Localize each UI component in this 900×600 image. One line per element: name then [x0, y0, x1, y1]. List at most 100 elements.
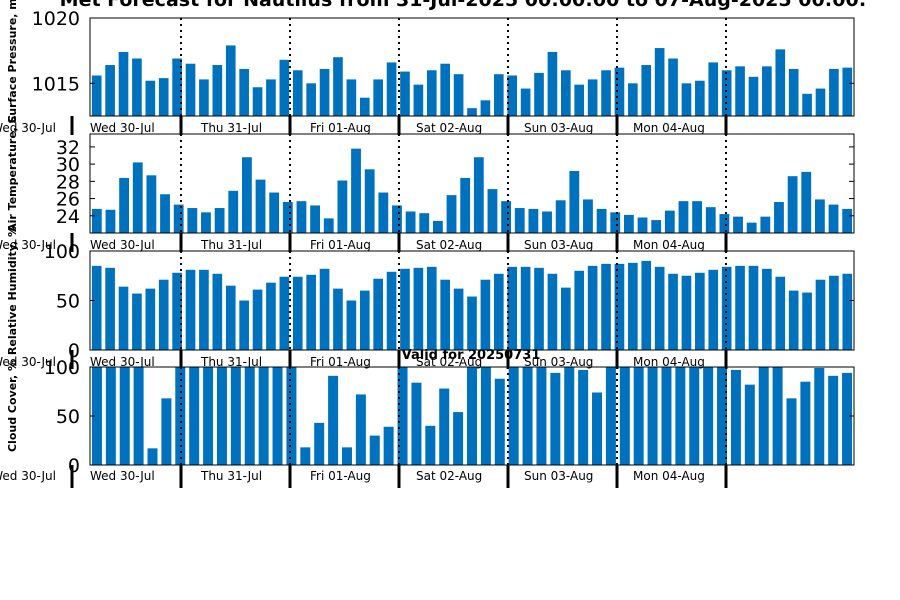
bar: [815, 88, 826, 116]
bar: [772, 367, 783, 465]
bar: [583, 199, 593, 233]
bar: [383, 426, 394, 465]
bar: [105, 209, 116, 233]
x-tick-label: Fri 01-Aug: [310, 121, 371, 135]
bar: [762, 66, 772, 116]
bar: [786, 398, 797, 465]
bar: [842, 67, 853, 116]
bar: [719, 214, 730, 233]
bar: [802, 292, 812, 350]
bar: [214, 208, 225, 233]
bar: [244, 367, 255, 465]
bar: [258, 367, 269, 465]
bar: [460, 177, 471, 233]
bar: [252, 87, 263, 116]
y-axis-label: Air Temperature, C: [6, 115, 19, 232]
bar: [520, 88, 531, 116]
bar: [534, 267, 544, 350]
bar: [310, 205, 321, 233]
x-tick-label: Sun 03-Aug: [524, 121, 593, 135]
x-tick-label: Wed 30-Jul: [0, 469, 56, 483]
bar: [105, 267, 115, 350]
bar: [432, 220, 443, 233]
bar: [774, 202, 784, 233]
bar: [555, 200, 566, 233]
x-tick-label: Thu 31-Jul: [200, 238, 262, 252]
bar: [319, 268, 330, 350]
x-tick-label: Mon 04-Aug: [633, 355, 705, 369]
bar: [689, 367, 700, 465]
y-tick-label: 1015: [32, 73, 80, 95]
bar: [829, 275, 839, 350]
bar: [661, 367, 672, 465]
y-tick-label: 30: [56, 154, 80, 176]
bar: [400, 268, 410, 350]
bar: [561, 70, 571, 116]
bar: [369, 435, 380, 465]
x-tick-label: Wed 30-Jul: [90, 355, 155, 369]
bar: [359, 290, 370, 350]
y-tick-label: 32: [56, 137, 80, 159]
bar: [493, 74, 504, 116]
bar: [654, 48, 665, 116]
bar: [744, 384, 755, 465]
bar: [426, 70, 437, 116]
bar: [814, 199, 825, 233]
bar: [574, 270, 585, 350]
bar: [373, 278, 383, 350]
bar: [160, 194, 170, 233]
bar: [199, 269, 209, 350]
bar: [346, 300, 357, 350]
bar: [651, 220, 662, 233]
y-tick-label: 100: [44, 241, 80, 263]
bar: [282, 202, 293, 233]
bar: [400, 71, 410, 116]
bar: [255, 179, 266, 233]
bar: [212, 273, 223, 350]
x-tick-label: Fri 01-Aug: [310, 238, 371, 252]
bar: [675, 367, 686, 465]
bar: [508, 367, 519, 465]
bar: [708, 62, 719, 116]
bar: [91, 75, 102, 116]
bar: [446, 195, 457, 233]
bar: [664, 210, 675, 233]
bar: [323, 218, 334, 233]
x-tick-label: Sat 02-Aug: [416, 355, 482, 369]
bar: [494, 378, 505, 465]
bar: [814, 367, 825, 465]
bar: [158, 279, 169, 350]
bar: [735, 66, 745, 116]
bar: [587, 79, 598, 116]
chart-panel-1: 1015 1020 Wed 30-Jul Wed 30-Jul Thu 31-Jul Fr…: [0, 0, 855, 135]
bar: [760, 216, 771, 233]
bar: [787, 176, 798, 233]
bar: [118, 286, 129, 350]
bar: [681, 83, 692, 116]
bar: [333, 57, 343, 116]
bar: [132, 58, 142, 116]
chart-panels: 1015 1020 Wed 30-Jul Wed 30-Jul Thu 31-Jul Fr…: [0, 0, 855, 488]
x-tick-label: Thu 31-Jul: [200, 469, 262, 483]
bar: [351, 148, 361, 233]
bar: [730, 369, 741, 465]
bar: [272, 367, 283, 465]
y-tick-label: 50: [56, 406, 80, 428]
bar: [378, 192, 389, 233]
bar: [147, 448, 158, 465]
bar: [241, 157, 252, 233]
bar: [426, 266, 437, 350]
bar: [172, 58, 182, 116]
bar: [185, 63, 196, 116]
bar: [413, 267, 424, 350]
bar: [425, 425, 436, 465]
bar: [373, 79, 383, 116]
bar: [788, 290, 799, 350]
bar: [842, 208, 853, 233]
bar: [239, 68, 249, 116]
bar: [333, 288, 343, 350]
bar: [467, 108, 477, 116]
x-tick-label: Wed 30-Jul: [90, 238, 155, 252]
